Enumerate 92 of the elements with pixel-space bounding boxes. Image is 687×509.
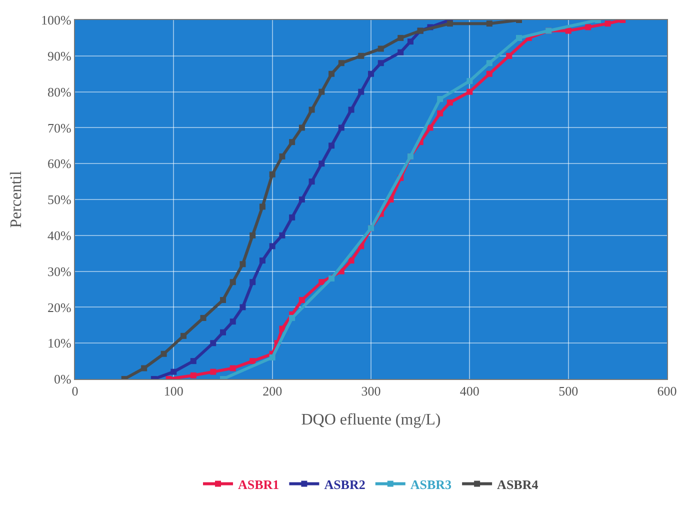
y-tick-label: 20% (48, 300, 72, 315)
x-tick-label: 200 (262, 384, 282, 399)
point (190, 372, 196, 378)
point (210, 340, 216, 346)
y-tick-label: 10% (48, 336, 72, 351)
point (279, 153, 286, 160)
point (279, 232, 286, 238)
point (250, 279, 256, 286)
point (230, 318, 236, 325)
point (348, 258, 354, 264)
legend-label: ASBR1 (238, 476, 280, 492)
y-tick-label: 90% (48, 48, 72, 64)
point (585, 24, 592, 30)
y-tick-label: 70% (48, 120, 72, 136)
point (240, 304, 246, 310)
x-tick-label: 600 (657, 384, 677, 399)
point (328, 70, 335, 77)
point (328, 142, 335, 149)
point (368, 70, 374, 77)
point (308, 178, 315, 185)
point (466, 78, 473, 84)
point (516, 34, 522, 41)
point (398, 34, 404, 41)
point (289, 214, 296, 220)
point (486, 20, 492, 27)
y-tick-label: 0% (54, 372, 72, 387)
x-tick-label: 400 (460, 384, 480, 399)
point (200, 314, 206, 321)
point (220, 329, 226, 336)
point (298, 297, 305, 304)
point (250, 232, 256, 238)
point (446, 20, 453, 27)
point (180, 332, 187, 339)
point (259, 258, 266, 264)
legend-label: ASBR3 (410, 476, 452, 492)
point (378, 60, 384, 66)
point (210, 368, 216, 375)
x-tick-label: 0 (72, 384, 78, 399)
legend-label: ASBR2 (324, 476, 366, 492)
point (427, 124, 434, 131)
y-tick-label: 40% (48, 228, 72, 243)
point (358, 88, 364, 95)
point (437, 96, 444, 102)
point (486, 70, 492, 77)
point (170, 368, 177, 375)
x-tick-label: 500 (558, 384, 578, 399)
point (190, 358, 196, 364)
point (378, 46, 384, 52)
y-tick-label: 50% (48, 192, 72, 208)
point (308, 106, 315, 113)
point (328, 275, 335, 282)
point (486, 60, 492, 66)
point (259, 204, 266, 210)
point (358, 52, 364, 59)
y-tick-label: 80% (48, 84, 72, 100)
point (318, 88, 325, 95)
point (160, 350, 167, 357)
point (250, 358, 256, 364)
point (240, 261, 246, 268)
point (230, 365, 236, 372)
point (604, 20, 611, 27)
point (398, 49, 404, 56)
point (289, 139, 296, 146)
point (466, 88, 473, 95)
x-axis-title: DQO efluente (mg/L) (301, 411, 441, 428)
y-tick-label: 30% (48, 264, 72, 279)
x-tick-label: 300 (361, 384, 381, 399)
point (318, 160, 325, 167)
point (348, 106, 354, 113)
point (506, 52, 512, 59)
point (565, 28, 572, 34)
x-tick-label: 100 (164, 384, 184, 399)
point (407, 38, 414, 45)
y-tick-label: 100% (41, 12, 72, 28)
point (338, 60, 344, 66)
point (298, 196, 305, 202)
point (338, 124, 344, 131)
point (220, 297, 226, 304)
point (230, 279, 236, 286)
point (269, 354, 276, 360)
y-tick-label: 60% (48, 156, 72, 172)
y-axis-title: Percentil (8, 170, 25, 228)
point (289, 314, 296, 321)
point (437, 110, 444, 116)
legend-label: ASBR4 (497, 476, 539, 492)
point (269, 171, 276, 178)
point (298, 124, 305, 131)
point (279, 326, 286, 332)
point (446, 100, 453, 106)
point (269, 243, 276, 250)
point (318, 279, 325, 286)
point (141, 365, 148, 372)
